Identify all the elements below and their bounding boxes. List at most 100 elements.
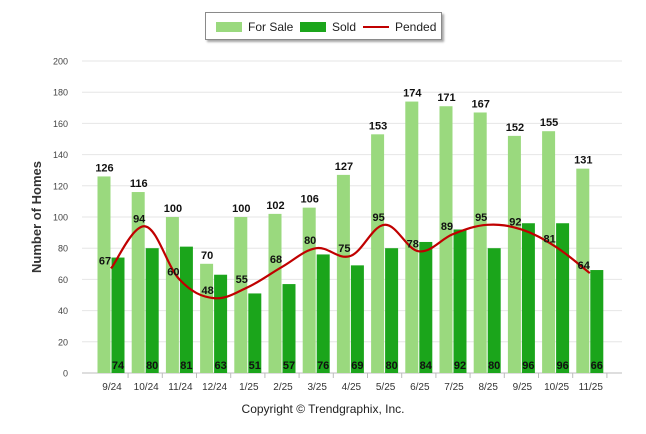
pended-value-label: 64 xyxy=(578,260,591,272)
sold-bar xyxy=(350,265,364,373)
for-sale-value-label: 167 xyxy=(472,98,490,110)
x-tick-label: 3/25 xyxy=(307,382,327,393)
for-sale-bar xyxy=(131,192,145,373)
sold-value-label: 63 xyxy=(214,360,226,372)
for-sale-value-label: 153 xyxy=(369,120,387,132)
sold-value-label: 69 xyxy=(351,360,363,372)
copyright: Copyright © Trendgraphix, Inc. xyxy=(241,402,405,416)
y-tick-label: 160 xyxy=(53,119,68,129)
sold-value-label: 80 xyxy=(146,360,158,372)
x-axis: 9/24 10/24 11/24 12/24 1/25 2/25 3/25 4/25 5/25 6… xyxy=(102,373,608,393)
for-sale-bars xyxy=(97,101,590,374)
sold-value-label: 80 xyxy=(385,360,397,372)
y-tick-label: 120 xyxy=(53,181,68,191)
for-sale-value-label: 100 xyxy=(232,203,250,215)
for-sale-value-label: 126 xyxy=(95,162,113,174)
x-tick-label: 9/24 xyxy=(102,382,122,393)
legend-label-for-sale: For Sale xyxy=(248,20,294,34)
sold-bar xyxy=(145,248,159,373)
for-sale-value-label: 116 xyxy=(130,178,148,190)
x-tick-label: 7/25 xyxy=(444,382,464,393)
sold-bar xyxy=(214,274,228,373)
x-tick-label: 6/25 xyxy=(410,382,430,393)
sold-bar xyxy=(111,257,125,373)
x-tick-label: 1/25 xyxy=(239,382,259,393)
for-sale-bar xyxy=(576,168,590,373)
pended-value-label: 80 xyxy=(304,235,316,247)
sold-bar xyxy=(521,223,535,373)
sold-value-label: 92 xyxy=(454,360,466,372)
for-sale-value-label: 131 xyxy=(574,155,592,167)
sold-bar xyxy=(316,254,330,373)
sold-value-label: 80 xyxy=(488,360,500,372)
y-tick-label: 20 xyxy=(58,337,68,347)
pended-series-line xyxy=(110,223,591,300)
sold-bar xyxy=(453,229,467,373)
legend: For Sale Sold Pended xyxy=(205,12,442,40)
pended-value-label: 67 xyxy=(99,255,111,267)
sold-value-label: 74 xyxy=(112,360,125,372)
sold-value-label: 66 xyxy=(591,360,603,372)
x-tick-label: 5/25 xyxy=(376,382,396,393)
y-tick-label: 100 xyxy=(53,213,68,223)
for-sale-value-label: 174 xyxy=(403,88,422,100)
pended-value-label: 94 xyxy=(133,213,146,225)
sold-bars xyxy=(111,223,604,373)
for-sale-value-label: 171 xyxy=(437,92,455,104)
x-tick-label: 10/25 xyxy=(544,382,569,393)
y-tick-label: 140 xyxy=(53,150,68,160)
for-sale-bar xyxy=(371,134,385,373)
y-tick-label: 200 xyxy=(53,57,68,67)
pended-line-icon xyxy=(363,26,389,28)
sold-bar xyxy=(385,248,399,373)
x-tick-label: 11/25 xyxy=(579,382,604,393)
sold-value-label: 84 xyxy=(420,360,433,372)
for-sale-bar xyxy=(165,217,179,373)
for-sale-bar xyxy=(336,174,350,373)
y-axis-title: Number of Homes xyxy=(29,161,44,273)
y-tick-label: 0 xyxy=(63,369,68,379)
sold-bar xyxy=(248,293,262,373)
for-sale-bar xyxy=(405,101,419,373)
x-tick-label: 9/25 xyxy=(513,382,533,393)
sold-value-label: 81 xyxy=(180,360,192,372)
pended-value-label: 81 xyxy=(543,234,555,246)
x-tick-label: 10/24 xyxy=(134,382,159,393)
y-tick-label: 40 xyxy=(58,306,68,316)
pended-value-label: 92 xyxy=(509,216,521,228)
legend-label-pended: Pended xyxy=(395,20,437,34)
pended-value-label: 78 xyxy=(407,238,419,250)
for-sale-bar xyxy=(268,213,282,373)
sold-value-label: 51 xyxy=(249,360,261,372)
sold-bar xyxy=(419,241,433,373)
for-sale-value-label: 152 xyxy=(506,122,524,134)
pended-line xyxy=(110,223,591,300)
pended-value-label: 95 xyxy=(372,212,384,224)
pended-value-label: 48 xyxy=(201,285,213,297)
sold-swatch-icon xyxy=(300,22,326,32)
sold-bar xyxy=(590,270,604,373)
x-tick-label: 12/24 xyxy=(202,382,227,393)
for-sale-bar xyxy=(473,112,487,373)
for-sale-value-label: 127 xyxy=(335,161,353,173)
x-tick-label: 8/25 xyxy=(478,382,498,393)
for-sale-bar xyxy=(97,176,111,373)
y-tick-label: 80 xyxy=(58,244,68,254)
pended-value-label: 60 xyxy=(167,266,179,278)
for-sale-value-label: 70 xyxy=(201,250,213,262)
sold-bar xyxy=(487,248,501,373)
for-sale-bar xyxy=(234,217,248,373)
pended-value-label: 89 xyxy=(441,221,453,233)
legend-label-sold: Sold xyxy=(332,20,357,34)
for-sale-bar xyxy=(200,263,214,373)
for-sale-bar xyxy=(302,207,316,373)
for-sale-value-label: 102 xyxy=(266,200,284,212)
for-sale-value-label: 100 xyxy=(164,203,182,215)
y-tick-label: 60 xyxy=(58,275,68,285)
sold-bar xyxy=(179,246,193,373)
for-sale-bar xyxy=(507,135,521,373)
sold-value-label: 57 xyxy=(283,360,295,372)
pended-value-label: 75 xyxy=(338,243,350,255)
for-sale-value-label: 106 xyxy=(301,194,319,206)
